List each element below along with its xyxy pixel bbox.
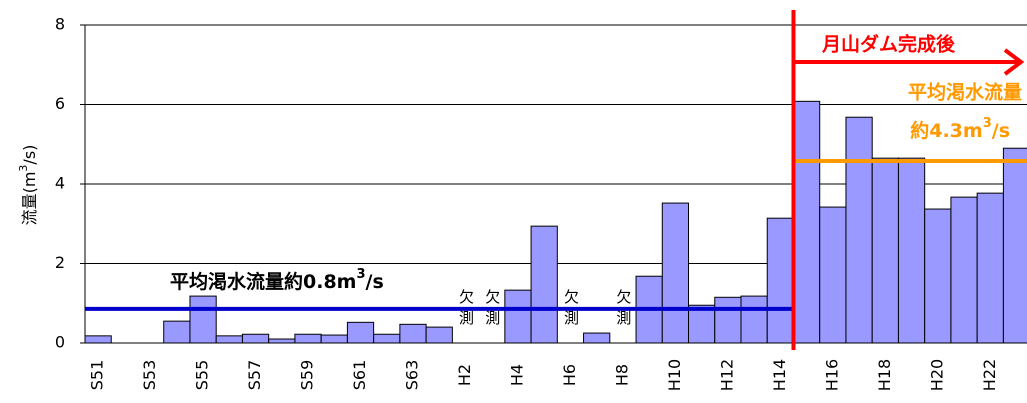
bar	[661, 202, 690, 344]
bar	[897, 157, 926, 344]
x-tick-label: S63	[403, 360, 422, 391]
bar	[792, 100, 821, 344]
bar	[583, 332, 611, 344]
bar	[189, 295, 217, 344]
bar	[294, 333, 322, 344]
bar	[425, 326, 453, 344]
bar	[373, 333, 401, 344]
x-tick-label: S55	[193, 360, 212, 391]
dam-arrowhead	[1003, 48, 1025, 76]
after-average-label: 平均渇水流量	[908, 81, 1022, 104]
bar	[819, 206, 847, 344]
x-tick-label: H12	[717, 359, 736, 391]
x-tick-label: S59	[298, 360, 317, 391]
before-average-label: 平均渇水流量約0.8m3/s	[170, 267, 384, 293]
y-axis-label: 流量(m3/s)	[17, 145, 39, 226]
plot-area: 02468S51S53S55S57S59S61S63H2欠測欠測H4H6欠測H8…	[55, 10, 1027, 391]
x-tick-label: S61	[350, 360, 369, 391]
bar	[845, 116, 873, 344]
dam-annotation: 月山ダム完成後	[821, 33, 956, 56]
bar	[399, 323, 427, 344]
bar	[163, 320, 191, 344]
bar	[530, 225, 558, 344]
bar	[740, 295, 768, 344]
x-tick-label: S53	[140, 360, 159, 391]
bar	[871, 157, 899, 344]
y-tick-label: 2	[55, 253, 65, 272]
bar	[1002, 147, 1027, 344]
bar	[320, 334, 348, 344]
x-tick-label: H14	[770, 359, 789, 391]
bar	[976, 192, 1004, 344]
y-tick-label: 8	[55, 15, 65, 34]
x-tick-label: S57	[245, 360, 264, 391]
bar	[346, 321, 375, 344]
x-tick-label: H4	[507, 364, 526, 386]
after-average-label: 約4.3m3/s	[910, 116, 1010, 142]
bar	[84, 335, 112, 344]
bar	[950, 196, 978, 344]
x-tick-label: S51	[88, 360, 107, 391]
bar	[241, 333, 270, 344]
bar	[714, 296, 742, 344]
bar	[688, 304, 716, 344]
x-tick-label: H18	[875, 359, 894, 391]
y-tick-label: 0	[55, 333, 65, 352]
x-tick-label: H20	[927, 359, 946, 391]
x-tick-label: H16	[822, 359, 841, 391]
bar	[766, 217, 794, 344]
y-tick-label: 6	[55, 94, 65, 113]
x-tick-label: H6	[560, 364, 579, 386]
bar	[268, 338, 296, 344]
y-tick-label: 4	[55, 174, 65, 193]
x-tick-label: H2	[455, 364, 474, 386]
x-tick-label: H8	[612, 364, 631, 386]
bar	[504, 289, 532, 344]
bar	[215, 335, 243, 344]
x-tick-label: H22	[980, 359, 999, 391]
bar	[924, 208, 952, 344]
x-tick-label: H10	[665, 359, 684, 391]
